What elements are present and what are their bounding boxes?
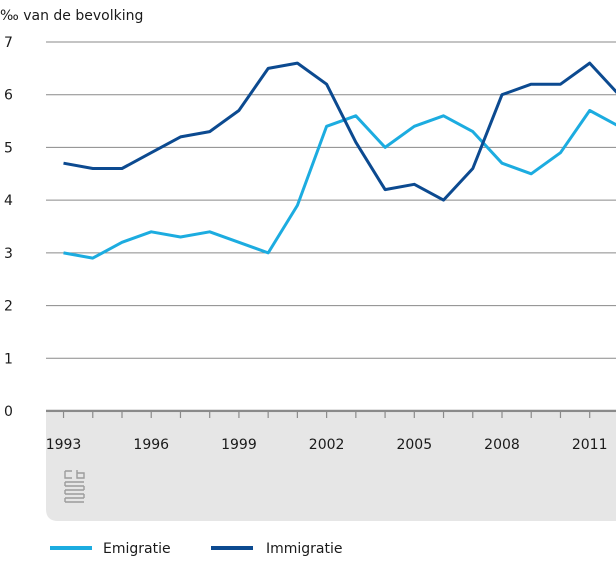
x-tick-label-2011: 2011 xyxy=(572,437,608,453)
cbs-logo-icon xyxy=(64,470,85,503)
cbs-logo-mark xyxy=(64,470,85,503)
y-tick-label-1: 1 xyxy=(4,351,13,367)
x-tick-label-2002: 2002 xyxy=(309,437,345,453)
legend: Emigratie Immigratie xyxy=(50,541,343,557)
x-tick-label-2008: 2008 xyxy=(484,437,520,453)
legend-label-immigratie: Immigratie xyxy=(266,541,343,557)
footer-band xyxy=(46,413,616,521)
x-axis: 1993 1996 1999 2002 2005 2008 2011 xyxy=(46,409,616,453)
footer-band-shape xyxy=(46,413,616,521)
gridlines xyxy=(46,41,616,359)
y-tick-label-5: 5 xyxy=(4,140,13,156)
y-tick-label-3: 3 xyxy=(4,246,13,262)
x-tick-label-1999: 1999 xyxy=(221,437,257,453)
y-tick-label-2: 2 xyxy=(4,299,13,315)
series-line-immigratie xyxy=(63,61,616,202)
y-axis-ticks: 0 1 2 3 4 5 6 7 xyxy=(4,35,13,420)
y-axis-unit-label: ‰ van de bevolking xyxy=(0,8,143,24)
y-tick-label-7: 7 xyxy=(4,35,13,51)
x-tick-label-1996: 1996 xyxy=(133,437,169,453)
y-tick-label-6: 6 xyxy=(4,88,13,104)
x-tick-label-2005: 2005 xyxy=(396,437,432,453)
y-tick-label-4: 4 xyxy=(4,193,13,209)
legend-label-emigratie: Emigratie xyxy=(103,541,171,557)
y-tick-label-0: 0 xyxy=(4,404,13,420)
series-line-emigratie xyxy=(63,109,616,260)
x-tick-label-1993: 1993 xyxy=(46,437,82,453)
series-lines xyxy=(63,61,616,260)
